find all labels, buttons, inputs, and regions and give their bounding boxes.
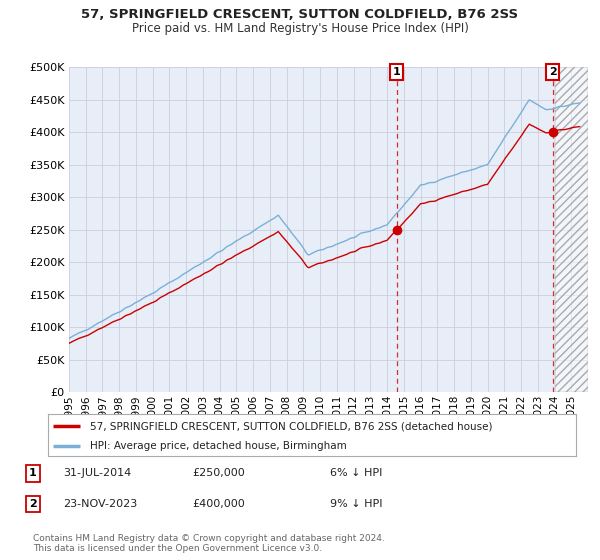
- Text: 2: 2: [549, 67, 557, 77]
- Text: 31-JUL-2014: 31-JUL-2014: [63, 468, 131, 478]
- Text: 57, SPRINGFIELD CRESCENT, SUTTON COLDFIELD, B76 2SS (detached house): 57, SPRINGFIELD CRESCENT, SUTTON COLDFIE…: [90, 421, 493, 431]
- Text: £400,000: £400,000: [192, 499, 245, 509]
- Text: 6% ↓ HPI: 6% ↓ HPI: [330, 468, 382, 478]
- Text: 1: 1: [393, 67, 401, 77]
- Text: 1: 1: [29, 468, 37, 478]
- Text: Contains HM Land Registry data © Crown copyright and database right 2024.
This d: Contains HM Land Registry data © Crown c…: [33, 534, 385, 553]
- Text: 57, SPRINGFIELD CRESCENT, SUTTON COLDFIELD, B76 2SS: 57, SPRINGFIELD CRESCENT, SUTTON COLDFIE…: [82, 8, 518, 21]
- Text: 9% ↓ HPI: 9% ↓ HPI: [330, 499, 383, 509]
- Text: 2: 2: [29, 499, 37, 509]
- Text: Price paid vs. HM Land Registry's House Price Index (HPI): Price paid vs. HM Land Registry's House …: [131, 22, 469, 35]
- Text: £250,000: £250,000: [192, 468, 245, 478]
- Text: HPI: Average price, detached house, Birmingham: HPI: Average price, detached house, Birm…: [90, 441, 347, 451]
- Text: 23-NOV-2023: 23-NOV-2023: [63, 499, 137, 509]
